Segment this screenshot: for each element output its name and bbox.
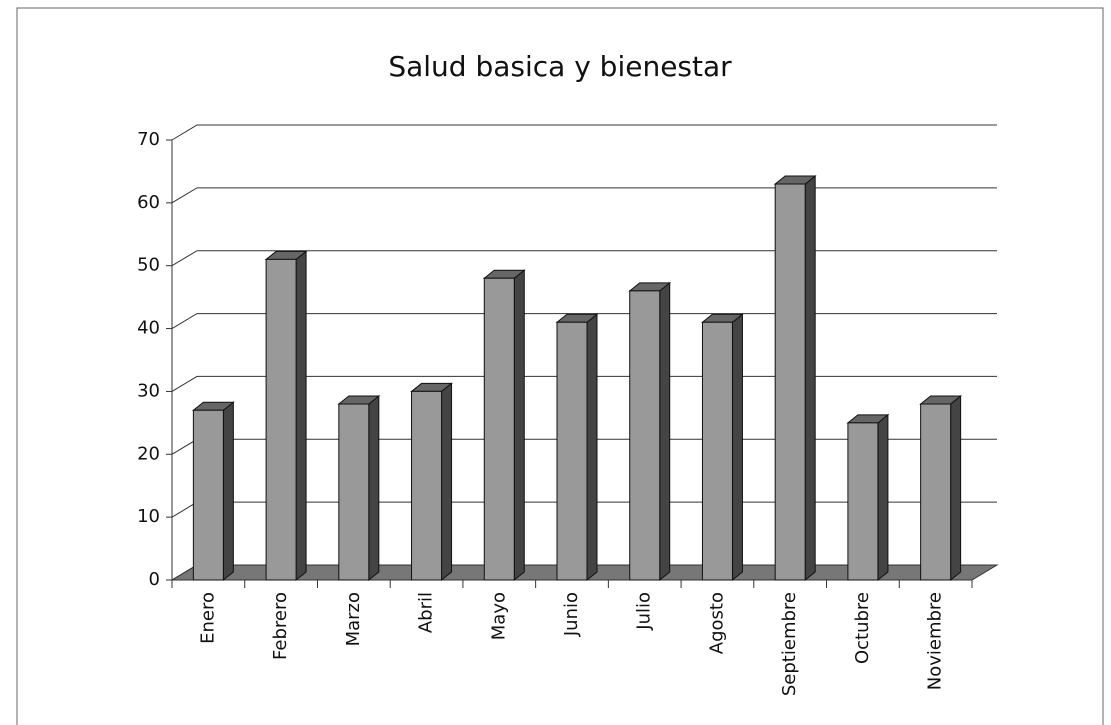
bar	[846, 413, 890, 582]
bar-face	[556, 321, 588, 581]
x-tick-label: Noviembre	[925, 592, 946, 690]
y-tick-label: 30	[137, 380, 160, 401]
bar-face	[629, 290, 661, 581]
bar-face	[338, 403, 370, 581]
y-tick-label: 0	[149, 569, 160, 590]
y-tick-label: 60	[137, 192, 160, 213]
bar-face	[659, 281, 671, 582]
bar	[555, 313, 599, 582]
y-tick-label: 20	[137, 443, 160, 464]
bar-face	[483, 277, 515, 581]
chart-title: Salud basica y bienestar	[388, 50, 732, 83]
x-tick-label: Enero	[197, 592, 218, 644]
grid-line	[171, 187, 997, 204]
bar-face	[877, 413, 889, 582]
bar	[482, 269, 526, 582]
bar-face	[411, 390, 443, 581]
x-tick-label: Septiembre	[779, 592, 800, 696]
x-tick-label: Julio	[634, 592, 655, 631]
bar-face	[586, 313, 598, 582]
bar-face	[441, 382, 453, 582]
bar	[919, 394, 963, 582]
bar-face	[192, 409, 224, 581]
bar	[264, 250, 308, 582]
x-tick-label: Febrero	[270, 592, 291, 660]
bar-face	[950, 394, 962, 582]
bar	[191, 401, 235, 582]
bar-face	[847, 422, 879, 581]
grid-line	[171, 313, 997, 330]
y-tick-label: 70	[137, 129, 160, 150]
bar-face	[731, 313, 743, 582]
bar-face	[804, 174, 816, 582]
x-tick-label: Abril	[416, 592, 437, 633]
bar	[337, 394, 381, 582]
bar-face	[368, 394, 380, 582]
bar	[410, 382, 453, 582]
y-tick-label: 10	[137, 506, 160, 527]
bar-face	[265, 258, 297, 581]
bar	[773, 174, 817, 582]
x-tick-label: Junio	[561, 592, 582, 637]
x-tick-label: Agosto	[706, 592, 727, 654]
grid-line	[171, 250, 997, 267]
y-tick-label: 50	[137, 255, 160, 276]
bar-face	[513, 269, 525, 582]
bar-face	[701, 321, 733, 581]
bar-face	[774, 183, 806, 581]
bar	[628, 281, 672, 582]
bar-face	[222, 401, 234, 582]
bar-face	[920, 403, 952, 581]
x-tick-label: Octubre	[852, 592, 873, 664]
grid-line	[171, 124, 997, 141]
x-tick-label: Mayo	[488, 592, 509, 640]
x-tick-label: Marzo	[343, 592, 364, 646]
bar-face	[295, 250, 307, 582]
frame	[16, 7, 1104, 725]
bar	[701, 313, 744, 582]
y-tick-label: 40	[137, 318, 160, 339]
